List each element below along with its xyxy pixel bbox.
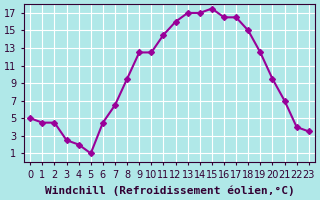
X-axis label: Windchill (Refroidissement éolien,°C): Windchill (Refroidissement éolien,°C) (44, 185, 294, 196)
